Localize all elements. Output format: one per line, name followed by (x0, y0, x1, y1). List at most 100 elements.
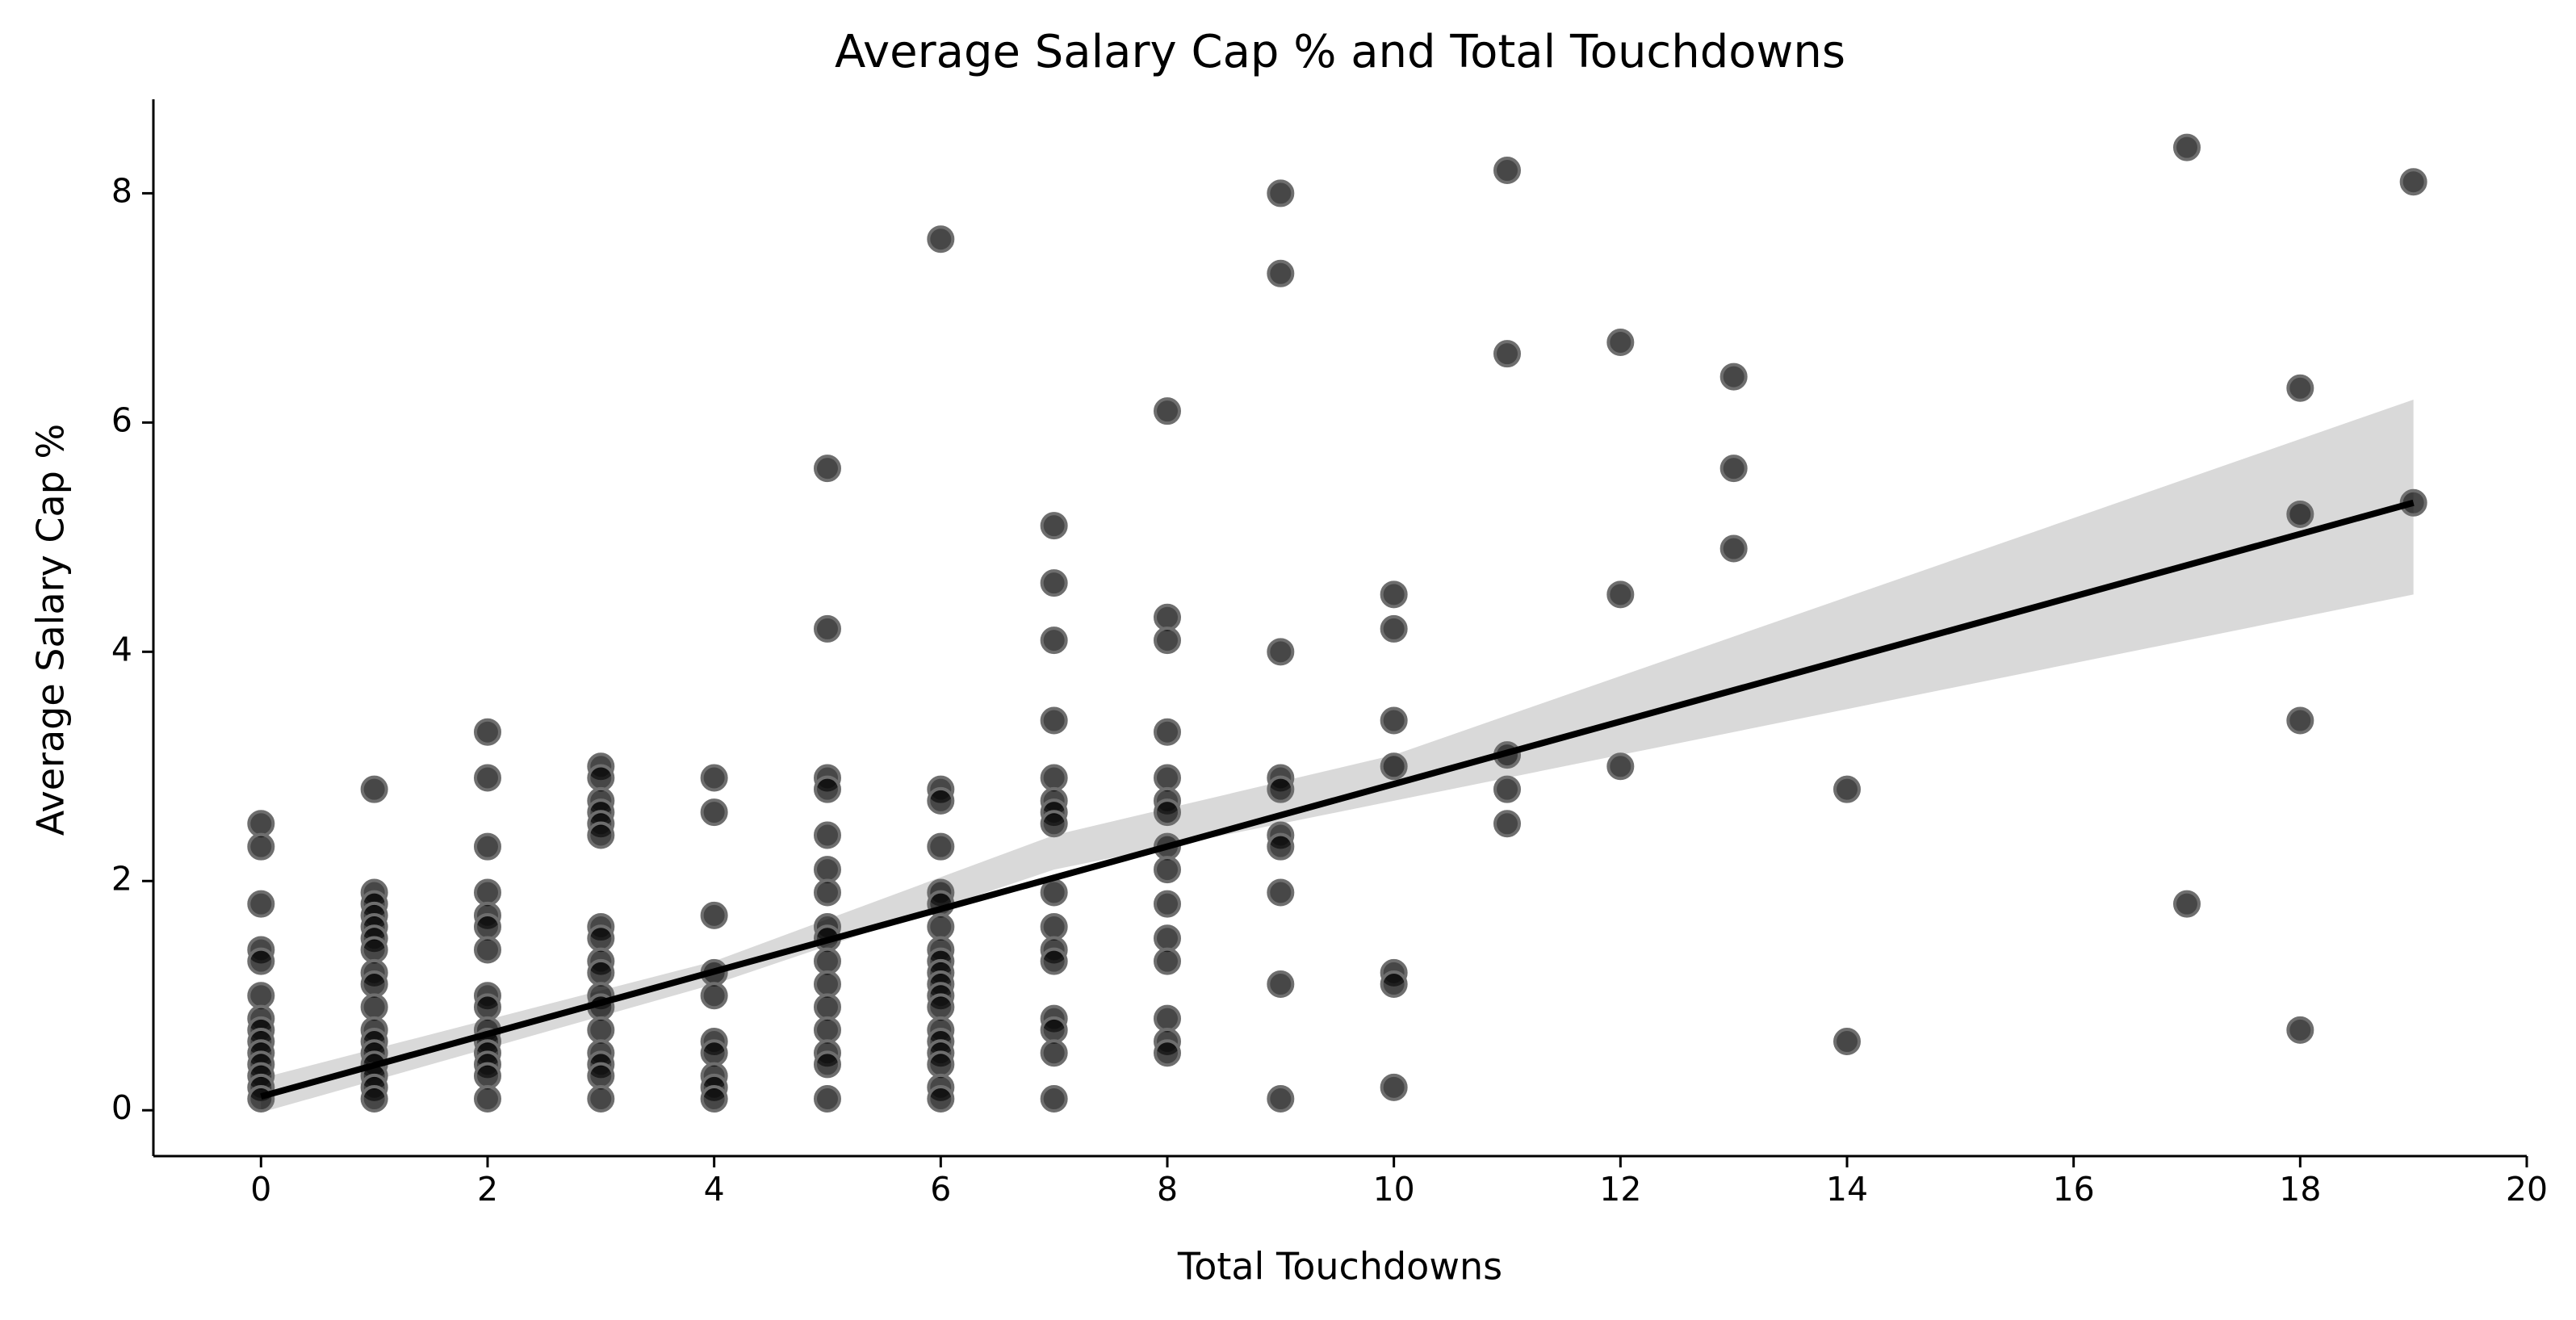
data-point (813, 947, 841, 975)
data-point (247, 1085, 275, 1113)
data-point (473, 993, 501, 1021)
x-tick-label: 2 (477, 1170, 498, 1209)
data-point (700, 901, 728, 929)
data-point (473, 1062, 501, 1090)
data-point (1606, 328, 1635, 356)
data-point (1040, 1016, 1068, 1044)
data-point (1380, 970, 1408, 999)
x-tick-label: 8 (1157, 1170, 1178, 1209)
data-point (813, 1016, 841, 1044)
data-point (927, 786, 955, 815)
data-point (360, 936, 388, 964)
data-point (1267, 259, 1295, 287)
data-point (813, 970, 841, 999)
y-tick-label: 8 (111, 171, 132, 210)
data-point (1153, 603, 1181, 631)
data-point (700, 1039, 728, 1067)
data-point (813, 878, 841, 907)
data-point (1267, 970, 1295, 999)
data-point (813, 856, 841, 884)
x-tick-label: 10 (1373, 1170, 1415, 1209)
data-point (700, 1085, 728, 1113)
data-point (473, 764, 501, 792)
x-tick-label: 20 (2506, 1170, 2548, 1209)
data-point (1380, 706, 1408, 735)
data-point (1719, 455, 1748, 483)
data-point (813, 775, 841, 803)
data-point (813, 993, 841, 1021)
data-point (813, 614, 841, 643)
data-point (360, 970, 388, 999)
data-point (1267, 179, 1295, 207)
data-point (473, 936, 501, 964)
data-point (813, 1050, 841, 1079)
data-point (2172, 890, 2201, 918)
data-point (587, 1085, 615, 1113)
data-point (1493, 775, 1521, 803)
data-point (1380, 614, 1408, 643)
data-point (1493, 340, 1521, 368)
data-point (700, 764, 728, 792)
data-point (1267, 775, 1295, 803)
data-point (1380, 752, 1408, 781)
data-point (1153, 947, 1181, 975)
data-point (1833, 1028, 1861, 1056)
x-tick-label: 14 (1826, 1170, 1868, 1209)
y-tick-label: 2 (111, 859, 132, 898)
data-point (1040, 1039, 1068, 1067)
data-point (1040, 764, 1068, 792)
data-point (1040, 1085, 1068, 1113)
data-point (1153, 718, 1181, 746)
data-point (1153, 1004, 1181, 1033)
data-point (473, 913, 501, 941)
y-tick-label: 6 (111, 400, 132, 439)
data-point (247, 890, 275, 918)
data-point (587, 1016, 615, 1044)
data-point (2286, 1016, 2314, 1044)
data-point (813, 455, 841, 483)
data-point (360, 775, 388, 803)
data-point (1833, 775, 1861, 803)
data-point (473, 878, 501, 907)
data-point (1153, 890, 1181, 918)
data-point (1493, 157, 1521, 185)
data-point (1040, 913, 1068, 941)
data-point (587, 958, 615, 987)
y-tick-label: 4 (111, 630, 132, 668)
data-point (1040, 626, 1068, 655)
data-point (1040, 947, 1068, 975)
data-point (700, 798, 728, 827)
x-tick-label: 18 (2279, 1170, 2321, 1209)
data-point (927, 993, 955, 1021)
data-point (1040, 512, 1068, 540)
data-point (587, 924, 615, 953)
regression-line (260, 499, 2415, 1100)
data-point (1040, 810, 1068, 838)
data-point (1040, 878, 1068, 907)
data-point (2172, 133, 2201, 161)
data-point (700, 982, 728, 1010)
data-point (1719, 534, 1748, 563)
data-point (473, 718, 501, 746)
data-point (1719, 362, 1748, 391)
data-point (1153, 856, 1181, 884)
chart-title: Average Salary Cap % and Total Touchdown… (835, 26, 1845, 78)
data-point (1606, 580, 1635, 609)
data-point (2399, 168, 2427, 196)
x-tick-label: 0 (250, 1170, 271, 1209)
data-point (1606, 752, 1635, 781)
x-tick-label: 12 (1599, 1170, 1641, 1209)
data-point (587, 764, 615, 792)
data-point (813, 821, 841, 849)
data-point (1153, 798, 1181, 827)
data-point (473, 832, 501, 861)
data-point (927, 832, 955, 861)
data-point (247, 947, 275, 975)
data-point (2286, 374, 2314, 402)
x-axis-label: Total Touchdowns (1177, 1245, 1502, 1289)
data-point (247, 982, 275, 1010)
data-point (1267, 1085, 1295, 1113)
data-point (1380, 1073, 1408, 1101)
data-point (1267, 878, 1295, 907)
